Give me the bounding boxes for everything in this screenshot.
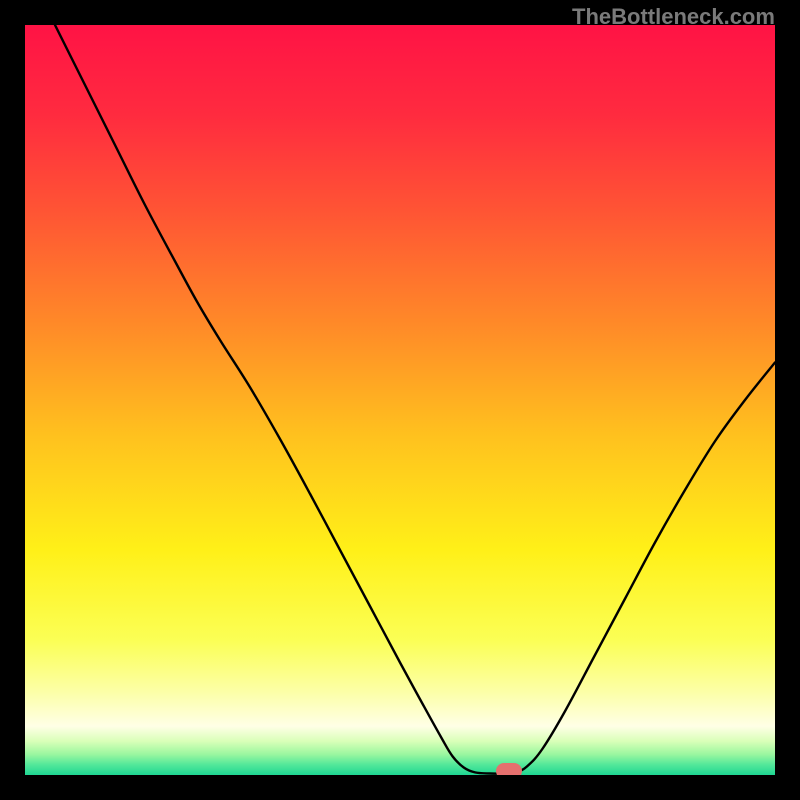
attribution-label: TheBottleneck.com: [572, 4, 775, 30]
bottleneck-curve: [55, 25, 775, 774]
curve-layer: [25, 25, 775, 775]
optimal-point-marker: [496, 763, 522, 776]
plot-area: [25, 25, 775, 775]
chart-root: TheBottleneck.com: [0, 0, 800, 800]
